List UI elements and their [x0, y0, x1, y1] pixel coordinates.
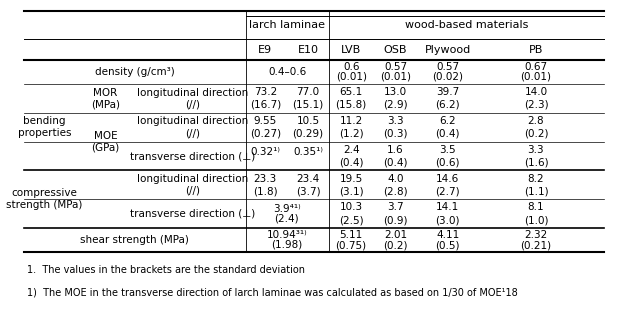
Text: (3.7): (3.7) [296, 186, 320, 196]
Text: (0.6): (0.6) [436, 157, 460, 167]
Text: compressive
strength (MPa): compressive strength (MPa) [6, 189, 82, 210]
Text: LVB: LVB [341, 45, 361, 55]
Text: longitudinal direction
(//): longitudinal direction (//) [137, 88, 248, 109]
Text: 77.0: 77.0 [296, 87, 319, 97]
Text: shear strength (MPa): shear strength (MPa) [80, 235, 189, 245]
Text: wood-based materials: wood-based materials [404, 20, 528, 30]
Text: 73.2: 73.2 [254, 87, 277, 97]
Text: (2.8): (2.8) [383, 186, 408, 196]
Text: 1.6: 1.6 [388, 145, 404, 155]
Text: (0.9): (0.9) [383, 215, 408, 225]
Text: 6.2: 6.2 [439, 116, 456, 126]
Text: 14.0: 14.0 [524, 87, 548, 97]
Text: 14.1: 14.1 [436, 202, 459, 212]
Text: 13.0: 13.0 [384, 87, 407, 97]
Text: bending
properties: bending properties [18, 116, 71, 138]
Text: (1.1): (1.1) [524, 186, 548, 196]
Text: (0.27): (0.27) [250, 129, 281, 139]
Text: Plywood: Plywood [424, 45, 471, 55]
Text: longitudinal direction
(//): longitudinal direction (//) [137, 174, 248, 196]
Text: 3.9⁴¹⁾: 3.9⁴¹⁾ [273, 203, 301, 214]
Text: transverse direction (⊥): transverse direction (⊥) [130, 151, 255, 161]
Text: (0.29): (0.29) [292, 129, 324, 139]
Text: transverse direction (⊥): transverse direction (⊥) [130, 209, 255, 219]
Text: 2.01: 2.01 [384, 230, 407, 240]
Text: 2.4: 2.4 [343, 145, 359, 155]
Text: (2.4): (2.4) [274, 214, 299, 224]
Text: 0.32¹⁾: 0.32¹⁾ [251, 147, 280, 157]
Text: (0.5): (0.5) [436, 240, 460, 250]
Text: 5.11: 5.11 [339, 230, 362, 240]
Text: 2.8: 2.8 [528, 116, 544, 126]
Text: MOR
(MPa): MOR (MPa) [91, 88, 120, 109]
Text: 23.4: 23.4 [296, 173, 319, 183]
Text: longitudinal direction
(//): longitudinal direction (//) [137, 116, 248, 138]
Text: (1.0): (1.0) [524, 215, 548, 225]
Text: 0.67: 0.67 [524, 62, 548, 72]
Text: 3.5: 3.5 [439, 145, 456, 155]
Text: (2.3): (2.3) [524, 100, 548, 110]
Text: 4.0: 4.0 [388, 173, 404, 183]
Text: (0.02): (0.02) [432, 72, 463, 82]
Text: 4.11: 4.11 [436, 230, 459, 240]
Text: OSB: OSB [384, 45, 408, 55]
Text: (0.3): (0.3) [383, 129, 408, 139]
Text: (16.7): (16.7) [250, 100, 281, 110]
Text: 23.3: 23.3 [254, 173, 277, 183]
Text: 3.3: 3.3 [388, 116, 404, 126]
Text: 0.6: 0.6 [343, 62, 359, 72]
Text: (0.4): (0.4) [436, 129, 460, 139]
Text: 19.5: 19.5 [339, 173, 362, 183]
Text: 0.57: 0.57 [384, 62, 407, 72]
Text: (1.6): (1.6) [524, 157, 548, 167]
Text: 65.1: 65.1 [339, 87, 362, 97]
Text: E9: E9 [258, 45, 272, 55]
Text: MOE
(GPa): MOE (GPa) [91, 131, 119, 152]
Text: larch laminae: larch laminae [249, 20, 325, 30]
Text: density (g/cm³): density (g/cm³) [95, 67, 174, 77]
Text: PB: PB [529, 45, 543, 55]
Text: (2.7): (2.7) [436, 186, 460, 196]
Text: (3.0): (3.0) [436, 215, 460, 225]
Text: 1.  The values in the brackets are the standard deviation: 1. The values in the brackets are the st… [27, 265, 304, 275]
Text: 0.35¹⁾: 0.35¹⁾ [293, 147, 323, 157]
Text: 10.5: 10.5 [296, 116, 319, 126]
Text: (1.8): (1.8) [253, 186, 278, 196]
Text: 8.1: 8.1 [528, 202, 544, 212]
Text: (0.4): (0.4) [383, 157, 408, 167]
Text: (0.2): (0.2) [383, 240, 408, 250]
Text: 11.2: 11.2 [339, 116, 362, 126]
Text: (15.1): (15.1) [292, 100, 324, 110]
Text: 10.94³¹⁾: 10.94³¹⁾ [266, 230, 307, 240]
Text: (0.2): (0.2) [524, 129, 548, 139]
Text: 0.57: 0.57 [436, 62, 459, 72]
Text: 14.6: 14.6 [436, 173, 459, 183]
Text: (1.98): (1.98) [271, 240, 302, 250]
Text: (1.2): (1.2) [339, 129, 364, 139]
Text: 1)  The MOE in the transverse direction of larch laminae was calculated as based: 1) The MOE in the transverse direction o… [27, 287, 517, 297]
Text: (2.9): (2.9) [383, 100, 408, 110]
Text: (6.2): (6.2) [436, 100, 460, 110]
Text: (0.4): (0.4) [339, 157, 363, 167]
Text: 2.32: 2.32 [524, 230, 548, 240]
Text: (0.21): (0.21) [521, 240, 551, 250]
Text: (0.01): (0.01) [380, 72, 411, 82]
Text: E10: E10 [298, 45, 319, 55]
Text: 0.4–0.6: 0.4–0.6 [268, 67, 306, 77]
Text: 3.3: 3.3 [528, 145, 544, 155]
Text: (15.8): (15.8) [336, 100, 367, 110]
Text: 9.55: 9.55 [254, 116, 277, 126]
Text: 8.2: 8.2 [528, 173, 544, 183]
Text: (0.01): (0.01) [521, 72, 551, 82]
Text: (0.01): (0.01) [336, 72, 367, 82]
Text: 10.3: 10.3 [339, 202, 362, 212]
Text: 3.7: 3.7 [388, 202, 404, 212]
Text: (3.1): (3.1) [339, 186, 364, 196]
Text: (0.75): (0.75) [336, 240, 367, 250]
Text: (2.5): (2.5) [339, 215, 364, 225]
Text: 39.7: 39.7 [436, 87, 459, 97]
